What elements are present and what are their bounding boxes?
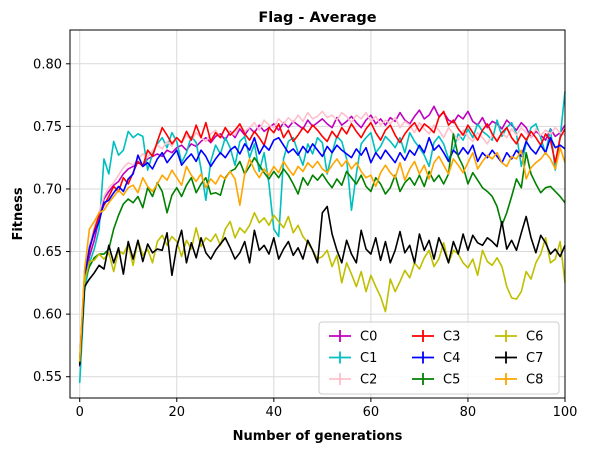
y-axis: 0.55 0.60 0.65 0.70 0.75 0.80 (33, 57, 70, 385)
legend-label: C4 (443, 351, 460, 366)
series-line-c8 (78, 146, 566, 362)
legend-entry-c6: C6 (495, 330, 543, 345)
legend-label: C1 (360, 351, 377, 366)
y-tick-label: 0.65 (33, 245, 62, 260)
y-tick-label: 0.80 (33, 57, 62, 72)
legend: C0 C1 C2 C3 C4 C5 C6 C7 C8 (318, 321, 560, 395)
legend-label: C5 (443, 373, 460, 388)
legend-entry-c8: C8 (495, 373, 543, 388)
legend-label: C2 (360, 373, 377, 388)
legend-entry-c0: C0 (329, 330, 377, 345)
x-axis-title: Number of generations (233, 429, 403, 444)
chart-title: Flag - Average (258, 10, 376, 26)
series-line-c1 (78, 91, 566, 384)
legend-entry-c5: C5 (412, 373, 460, 388)
x-axis: 0 20 40 60 80 100 (76, 398, 578, 420)
series-line-c5 (78, 133, 566, 363)
y-tick-label: 0.70 (33, 182, 62, 197)
y-tick-label: 0.55 (33, 370, 62, 385)
series-line-c3 (78, 110, 566, 362)
x-tick-label: 40 (266, 405, 283, 420)
series-lines (78, 91, 566, 384)
series-line-c7 (78, 205, 566, 366)
legend-entry-c2: C2 (329, 373, 377, 388)
y-axis-title: Fitness (11, 187, 26, 240)
x-tick-label: 100 (553, 405, 578, 420)
legend-label: C8 (526, 373, 543, 388)
x-tick-label: 20 (168, 405, 185, 420)
x-tick-label: 60 (363, 405, 380, 420)
legend-label: C0 (360, 330, 377, 345)
legend-box (318, 321, 560, 395)
series-line-c6 (78, 211, 566, 363)
legend-entry-c7: C7 (495, 351, 543, 366)
series-line-c4 (78, 136, 566, 365)
series-line-c2 (78, 110, 566, 365)
legend-label: C7 (526, 351, 543, 366)
legend-label: C3 (443, 330, 460, 345)
x-tick-label: 0 (76, 405, 84, 420)
legend-entry-c1: C1 (329, 351, 377, 366)
legend-entry-c3: C3 (412, 330, 460, 345)
plot-frame (69, 29, 566, 399)
x-tick-label: 80 (460, 405, 477, 420)
y-tick-label: 0.75 (33, 120, 62, 135)
y-tick-label: 0.60 (33, 308, 62, 323)
legend-label: C6 (526, 330, 543, 345)
legend-entry-c4: C4 (412, 351, 460, 366)
